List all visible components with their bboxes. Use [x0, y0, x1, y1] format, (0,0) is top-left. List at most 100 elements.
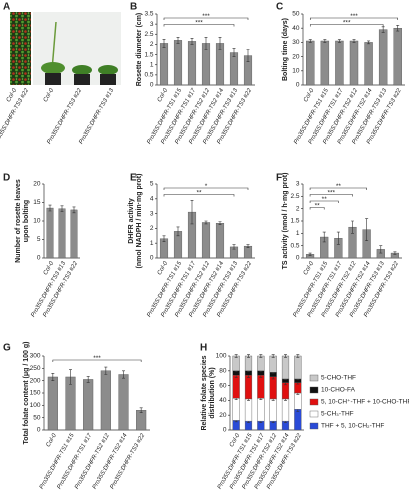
y-tick-label: 3 — [150, 21, 154, 28]
y-tick-label: 2 — [150, 41, 154, 48]
y-tick-label: 2.5 — [144, 31, 153, 38]
bar — [378, 29, 388, 86]
y-tick-label: 4 — [150, 196, 154, 203]
y-tick-label: 50 — [292, 11, 300, 18]
y-tick-label: 40 — [219, 397, 227, 404]
error-bar — [379, 245, 383, 254]
significance-label: * — [205, 183, 208, 190]
bar — [393, 28, 402, 86]
error-bar — [246, 49, 250, 62]
bar — [173, 40, 183, 86]
y-axis-label: DHFR activity — [128, 198, 135, 244]
y-axis-label: TS activity (nmol / h·mg prot) — [282, 173, 289, 270]
bar — [335, 40, 344, 86]
bar-segment — [232, 355, 240, 372]
x-tick-label: Col-0 — [303, 87, 316, 103]
error-bar — [218, 37, 222, 50]
significance-bracket — [309, 17, 399, 20]
bar-segment — [244, 398, 253, 422]
legend-swatch — [309, 386, 319, 394]
error-bar — [393, 251, 397, 255]
error-bar — [337, 39, 341, 43]
error-bar — [367, 40, 371, 45]
error-bar — [247, 354, 250, 358]
legend-swatch — [309, 410, 319, 418]
error-bar — [218, 221, 222, 225]
y-tick-label: 0 — [223, 427, 227, 434]
y-tick-label: 3 — [150, 210, 154, 217]
y-tick-label: 60 — [219, 382, 227, 389]
plant — [41, 62, 65, 74]
photo-caption: Col-0 — [43, 87, 56, 103]
bar-segment — [294, 392, 302, 410]
x-tick-label: Pro35S:DHFR-TS3 #22 — [110, 432, 147, 490]
stem — [51, 21, 57, 71]
error-bar — [122, 370, 125, 379]
bar — [83, 379, 94, 431]
panel-label: G — [3, 343, 11, 354]
bar-segment — [244, 355, 253, 372]
bar — [201, 222, 211, 259]
y-axis-label: upon bolting — [23, 200, 30, 242]
significance-bracket — [163, 24, 235, 27]
y-tick-label: 0 — [150, 255, 154, 262]
error-bar — [351, 220, 354, 234]
seedling-photo — [10, 12, 31, 85]
error-bar — [204, 37, 208, 50]
bar — [364, 42, 373, 86]
error-bar — [271, 354, 275, 358]
significance-bracket — [163, 194, 235, 197]
significance-bracket — [309, 200, 339, 203]
error-bar — [72, 206, 76, 214]
error-bar — [352, 39, 356, 43]
legend-label: 5, 10-CH⁺-THF + 10-CHO-THF — [321, 399, 409, 406]
bar-segment — [269, 398, 277, 422]
y-tick-label: 1.5 — [144, 51, 153, 58]
significance-label: *** — [93, 355, 101, 362]
y-tick-label: 30 — [292, 39, 300, 46]
legend-label: 5-CHO-THF — [321, 375, 356, 382]
plant — [98, 65, 118, 75]
bar — [159, 43, 169, 86]
error-bar — [190, 199, 194, 225]
y-tick-label: 5 — [150, 181, 154, 188]
error-bar — [162, 39, 166, 48]
y-axis-label: Number of rosette leaves — [15, 179, 22, 263]
y-tick-label: 80 — [219, 368, 227, 375]
legend-swatch — [309, 374, 319, 382]
bar-segment — [232, 375, 240, 399]
error-bar — [51, 372, 55, 381]
bar — [215, 223, 225, 259]
significance-label: *** — [343, 20, 351, 27]
panel-label: F — [276, 173, 282, 184]
error-bar — [396, 25, 400, 32]
error-bar — [259, 354, 263, 358]
y-tick-label: 15 — [33, 199, 41, 206]
y-tick-label: 2 — [296, 205, 300, 212]
bar — [47, 376, 58, 431]
photo-caption: Pro35S:DHFR-TS3 #13 — [78, 87, 115, 145]
error-bar — [104, 366, 108, 375]
y-tick-label: 100 — [216, 353, 227, 360]
y-tick-label: 1 — [296, 230, 300, 237]
legend-swatch — [309, 422, 319, 430]
bar-segment — [281, 355, 290, 380]
y-tick-label: 250 — [30, 365, 41, 372]
error-bar — [69, 369, 72, 385]
bar — [46, 207, 54, 259]
error-bar — [232, 48, 236, 57]
error-bar — [336, 231, 340, 245]
x-tick-label: Col-0 — [157, 87, 170, 103]
y-tick-label: 10 — [292, 68, 300, 75]
x-tick-label: Pro35S:DHFR-TS1 #15 — [39, 432, 76, 490]
bar — [320, 40, 330, 86]
significance-bracket — [163, 187, 249, 190]
y-tick-label: 5 — [37, 236, 41, 243]
y-tick-label: 200 — [30, 377, 41, 384]
bar — [118, 374, 129, 431]
y-tick-label: 0 — [296, 82, 300, 89]
error-bar — [308, 39, 312, 43]
y-tick-label: 2.5 — [290, 193, 299, 200]
legend-label: THF + 5, 10-CH₂-THF — [321, 423, 384, 430]
